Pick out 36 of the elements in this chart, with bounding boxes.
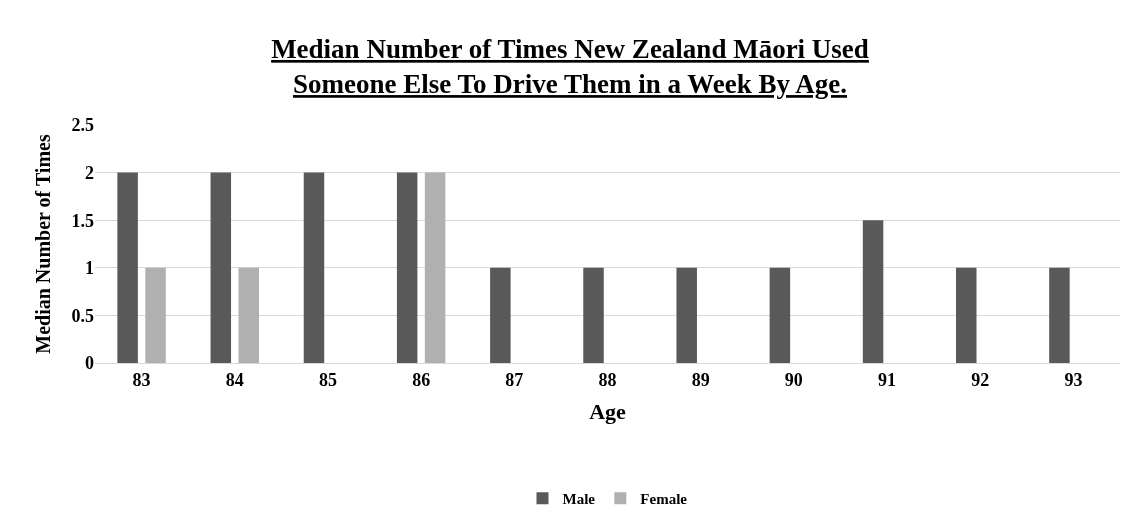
x-tick-label: 90: [784, 369, 803, 390]
chart-title: Median Number of Times New Zealand Māori Used Someone Else To Drive Them in a Week By Age.: [271, 33, 869, 100]
x-tick-label: 84: [225, 369, 244, 390]
x-axis-title: Age: [589, 399, 627, 425]
bar: [396, 172, 418, 363]
x-tick-label: 89: [691, 369, 710, 390]
y-tick-label: 1: [85, 258, 94, 279]
y-tick-label: 1.5: [71, 210, 94, 231]
y-tick-label: 2: [85, 162, 94, 183]
y-tick-label: 0.5: [71, 305, 94, 326]
y-tick-label: 0: [85, 353, 94, 374]
bar: [769, 267, 791, 363]
bar: [145, 267, 166, 363]
y-tick-label: 2.5: [71, 115, 94, 136]
legend-label: Female: [640, 491, 688, 508]
bar: [862, 220, 884, 363]
bar: [303, 172, 325, 363]
bar: [490, 267, 511, 363]
bar: [210, 172, 232, 363]
bar: [676, 267, 697, 363]
x-tick-label: 93: [1064, 369, 1083, 390]
x-tick-label: 88: [598, 369, 617, 390]
bar: [238, 267, 259, 363]
bar: [424, 172, 446, 363]
y-axis-title: Median Number of Times: [32, 134, 54, 354]
x-tick-label: 87: [505, 369, 524, 390]
x-tick-label: 92: [971, 369, 990, 390]
bar: [1049, 267, 1070, 363]
bar: [583, 267, 604, 363]
x-tick-label: 83: [132, 369, 151, 390]
x-tick-label: 85: [318, 369, 337, 390]
bar: [956, 267, 977, 363]
bar: [117, 172, 138, 363]
x-tick-label: 86: [412, 369, 431, 390]
x-tick-label: 91: [878, 369, 897, 390]
legend-label: Male: [562, 491, 596, 508]
